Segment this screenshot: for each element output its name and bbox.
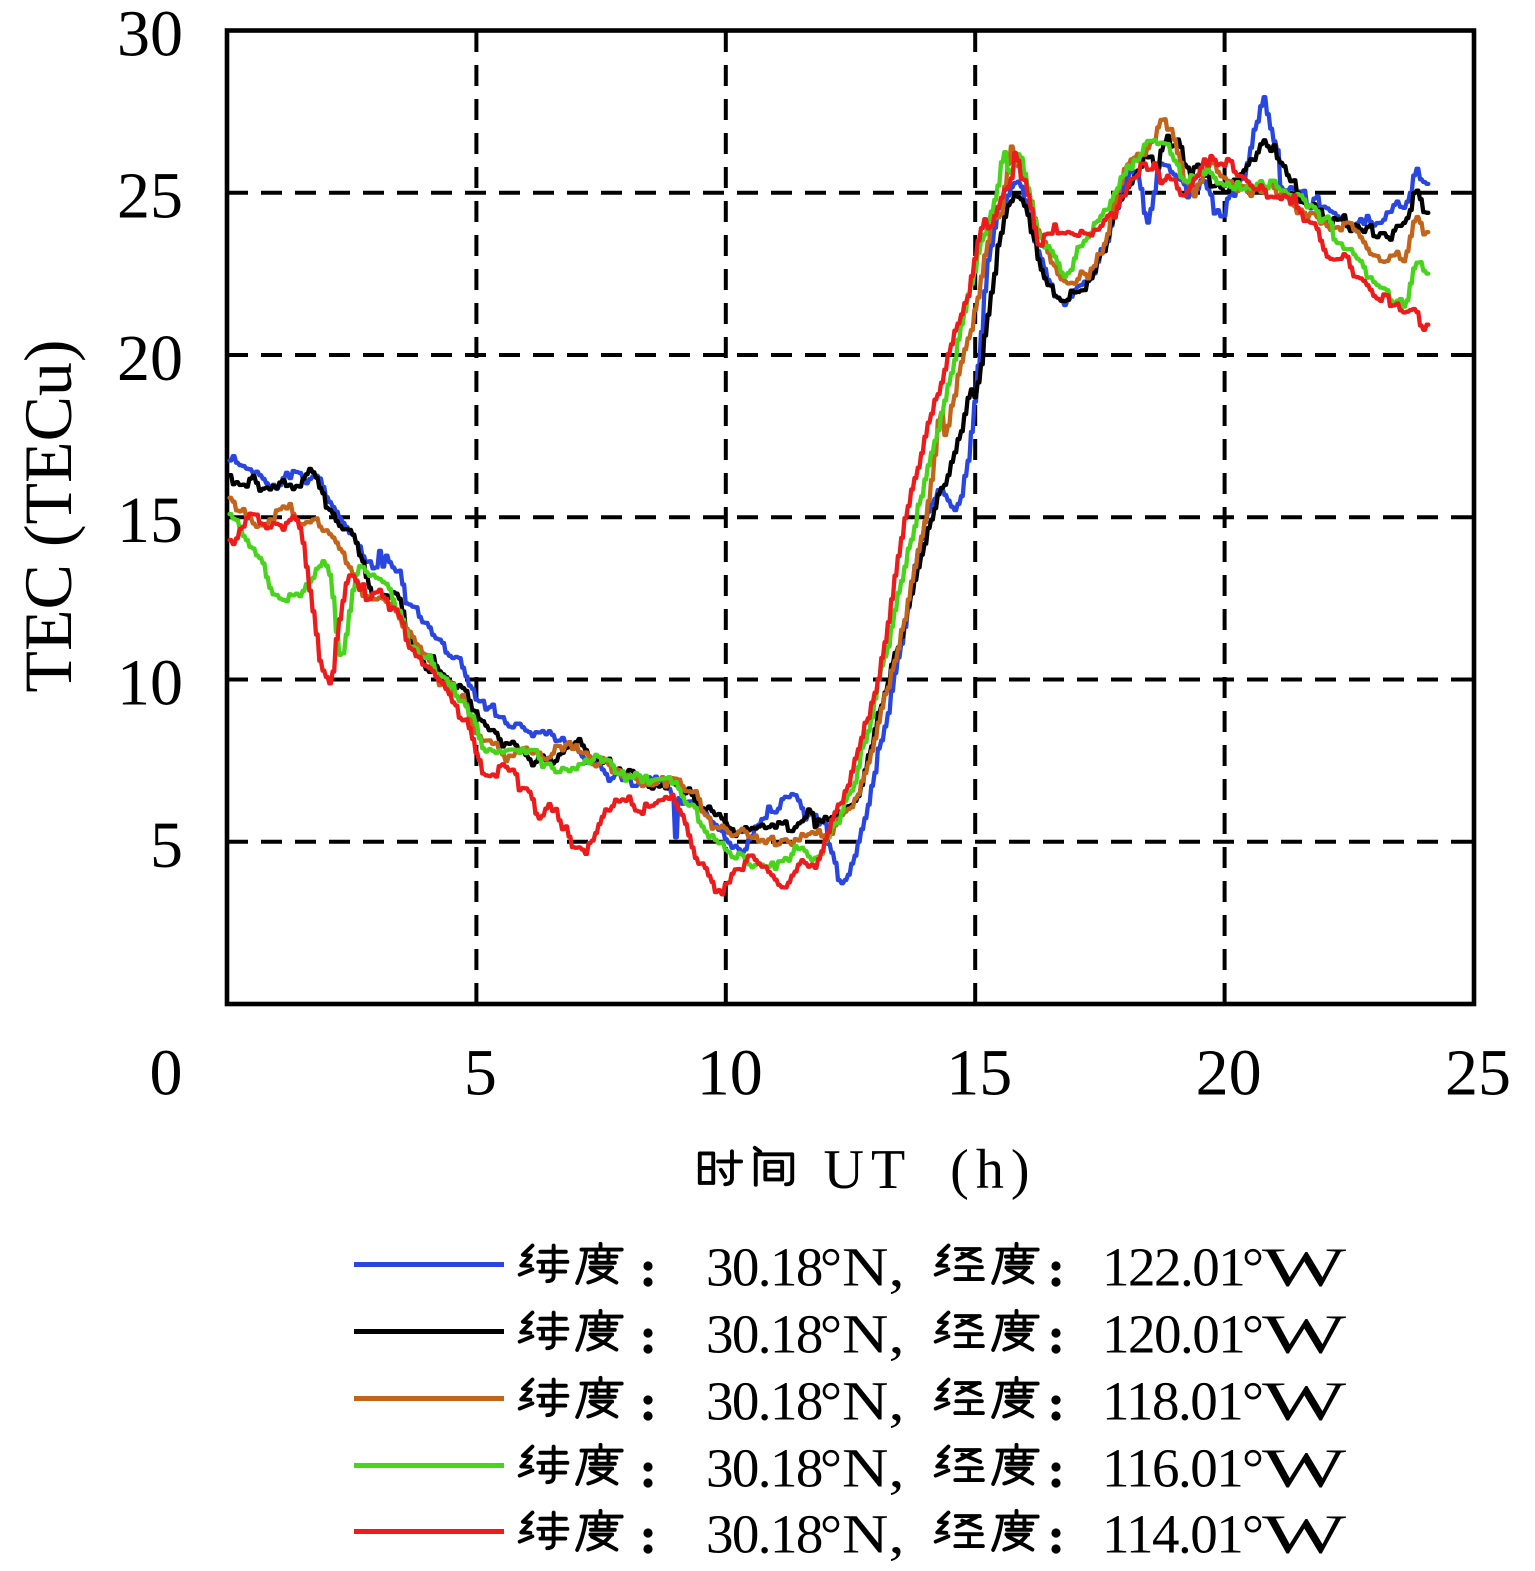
svg-text:30: 30 <box>117 0 183 71</box>
svg-text:°: ° <box>1242 1371 1264 1432</box>
svg-text:TEC (TECu): TEC (TECu) <box>10 339 86 692</box>
svg-text:°: ° <box>820 1237 842 1298</box>
svg-text:W: W <box>1262 1504 1346 1565</box>
svg-text:118.01: 118.01 <box>1102 1371 1242 1432</box>
svg-text:°: ° <box>1242 1504 1264 1565</box>
svg-text:10: 10 <box>117 647 183 720</box>
svg-text:10: 10 <box>697 1037 763 1110</box>
svg-text:25: 25 <box>1445 1037 1511 1110</box>
svg-text:°: ° <box>820 1504 842 1565</box>
svg-text:0: 0 <box>150 1037 183 1110</box>
svg-text:N,: N, <box>842 1438 905 1499</box>
svg-text:15: 15 <box>117 484 183 557</box>
svg-text:20: 20 <box>117 322 183 395</box>
svg-text:°: ° <box>820 1371 842 1432</box>
svg-text:N,: N, <box>842 1371 905 1432</box>
svg-text:122.01: 122.01 <box>1102 1237 1244 1298</box>
svg-text:W: W <box>1262 1237 1346 1298</box>
svg-text:20: 20 <box>1196 1037 1262 1110</box>
svg-text:°: ° <box>1242 1237 1264 1298</box>
svg-text:30.18: 30.18 <box>706 1371 822 1432</box>
svg-text:N,: N, <box>842 1504 905 1565</box>
svg-text:5: 5 <box>150 809 183 882</box>
svg-text:30.18: 30.18 <box>706 1504 822 1565</box>
svg-text:114.01: 114.01 <box>1102 1504 1242 1565</box>
svg-text:120.01: 120.01 <box>1102 1304 1244 1365</box>
svg-text:W: W <box>1262 1371 1346 1432</box>
svg-text:°: ° <box>820 1438 842 1499</box>
svg-text:15: 15 <box>946 1037 1012 1110</box>
svg-text:UT (h): UT (h) <box>824 1139 1037 1201</box>
svg-text:30.18: 30.18 <box>706 1237 822 1298</box>
svg-text:°: ° <box>1242 1438 1264 1499</box>
svg-text:30.18: 30.18 <box>706 1304 822 1365</box>
svg-text:5: 5 <box>464 1037 497 1110</box>
svg-text:25: 25 <box>117 160 183 233</box>
svg-text:W: W <box>1262 1304 1346 1365</box>
svg-text:°: ° <box>1242 1304 1264 1365</box>
svg-text:116.01: 116.01 <box>1102 1438 1242 1499</box>
svg-text:N,: N, <box>842 1237 905 1298</box>
svg-text:°: ° <box>820 1304 842 1365</box>
svg-text:W: W <box>1262 1438 1346 1499</box>
svg-text:N,: N, <box>842 1304 905 1365</box>
svg-text:30.18: 30.18 <box>706 1438 822 1499</box>
